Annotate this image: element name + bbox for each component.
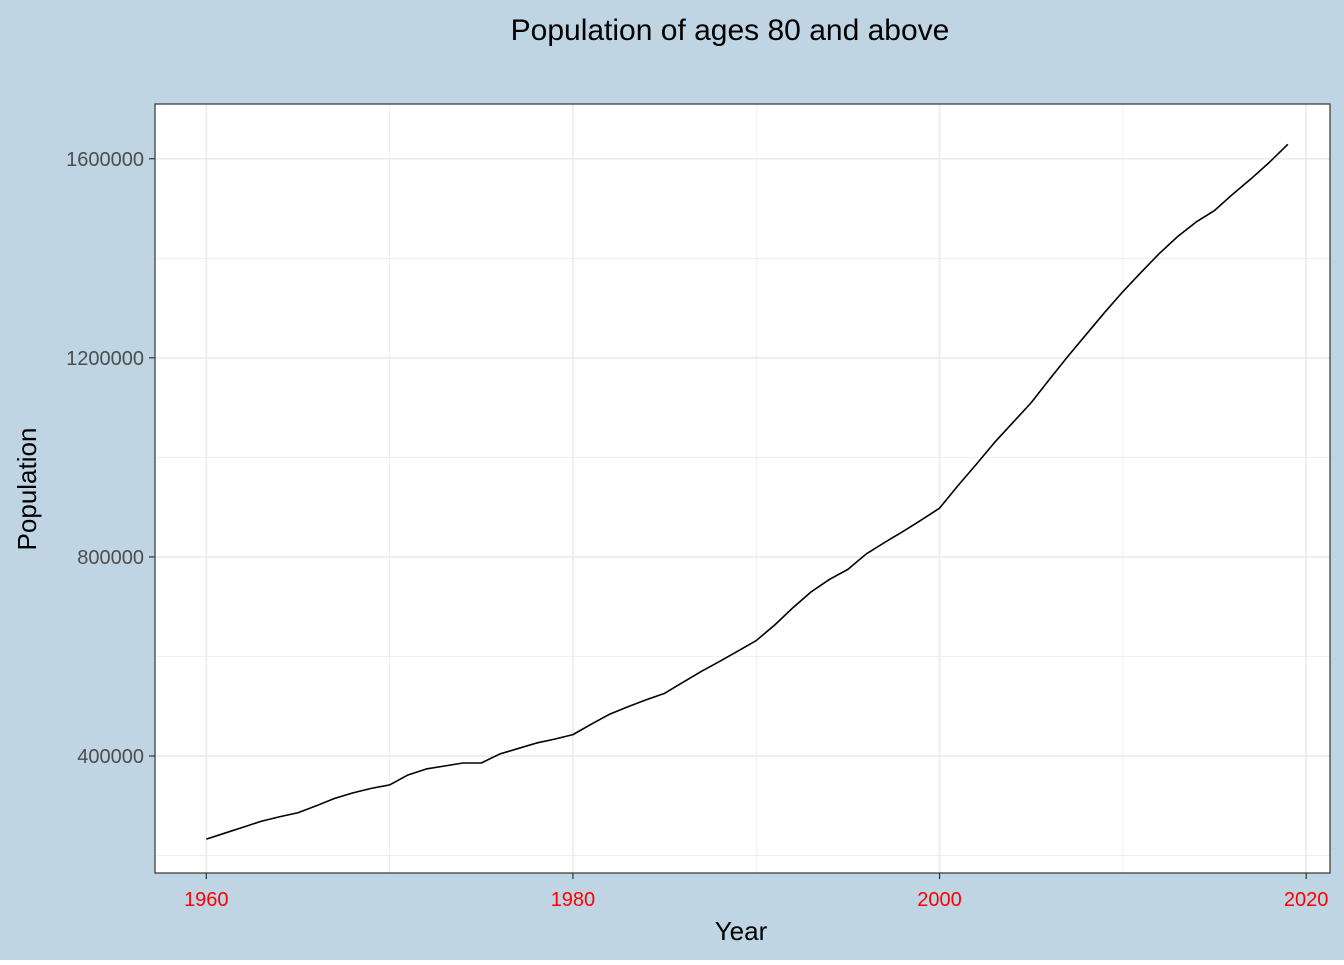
axes: 1960 1980 2000 2020 400000 800000 1200000 16000… <box>66 149 1328 911</box>
x-axis-label: Year <box>715 916 768 946</box>
grid-lines <box>155 104 1330 873</box>
y-axis-label: Population <box>12 428 42 551</box>
plot-panel <box>155 104 1330 873</box>
series-line-0 <box>206 143 1289 840</box>
y-tick-label: 400000 <box>77 746 144 768</box>
x-tick-label: 1980 <box>551 889 596 911</box>
y-tick-label: 800000 <box>77 547 144 569</box>
chart-title: Population of ages 80 and above <box>511 14 950 47</box>
plot-panel-border <box>154 103 1331 874</box>
x-tick-label: 2020 <box>1284 889 1329 911</box>
y-tick-label: 1600000 <box>66 149 144 171</box>
y-tick-label: 1200000 <box>66 348 144 370</box>
x-tick-label: 2000 <box>917 889 962 911</box>
x-tick-label: 1960 <box>184 889 229 911</box>
series-layer <box>206 143 1289 840</box>
